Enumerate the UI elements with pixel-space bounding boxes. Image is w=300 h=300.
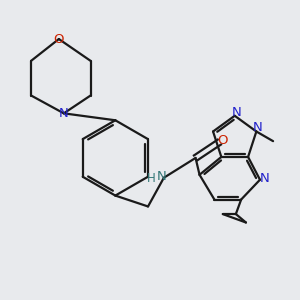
- Text: H: H: [147, 172, 156, 185]
- Text: N: N: [231, 106, 241, 119]
- Text: O: O: [54, 32, 64, 46]
- Text: N: N: [157, 170, 166, 183]
- Text: N: N: [260, 172, 270, 185]
- Text: N: N: [59, 107, 69, 120]
- Text: O: O: [218, 134, 228, 147]
- Text: N: N: [253, 122, 263, 134]
